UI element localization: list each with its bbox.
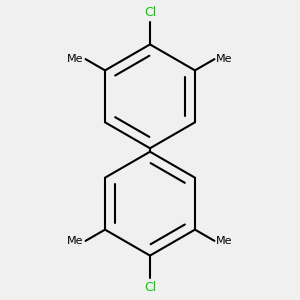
Text: Cl: Cl	[144, 6, 156, 19]
Text: Cl: Cl	[144, 281, 156, 294]
Text: Me: Me	[67, 236, 84, 246]
Text: Me: Me	[67, 54, 84, 64]
Text: Me: Me	[216, 236, 233, 246]
Text: Me: Me	[216, 54, 233, 64]
